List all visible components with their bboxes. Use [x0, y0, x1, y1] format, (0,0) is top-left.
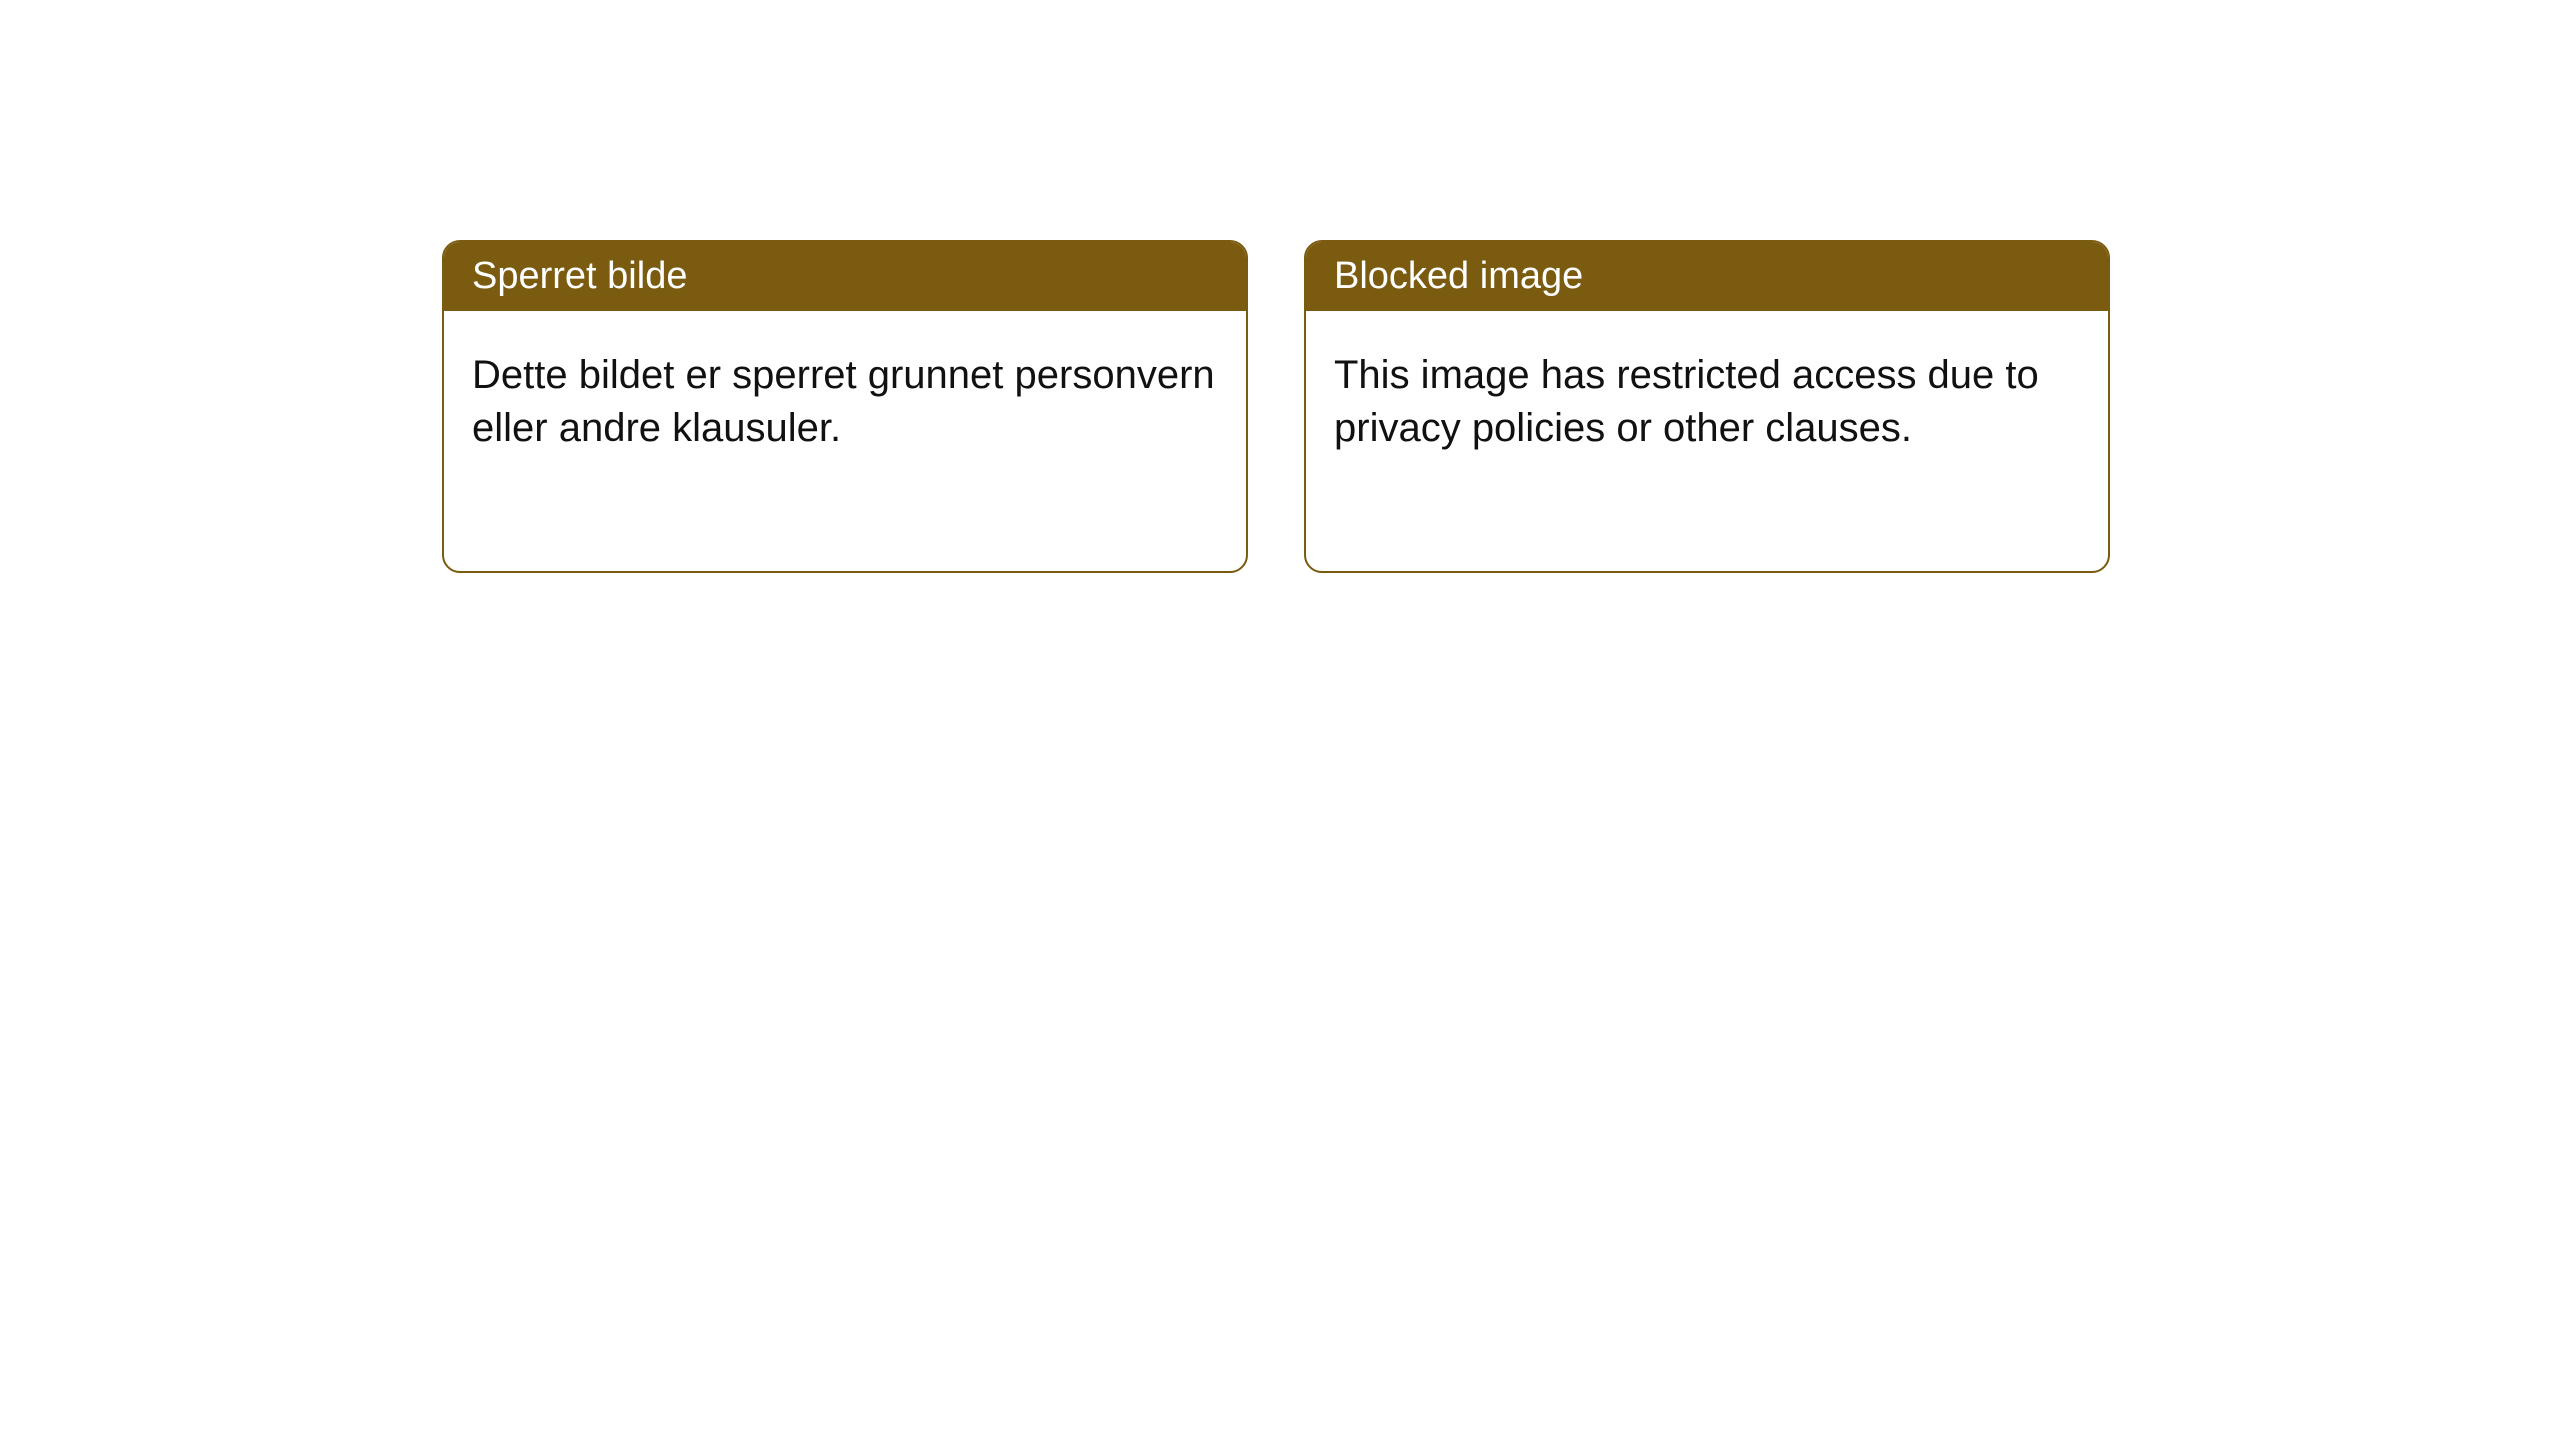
notice-card-title: Sperret bilde	[444, 242, 1246, 311]
notice-card-body: This image has restricted access due to …	[1306, 311, 2108, 571]
notice-card-body: Dette bildet er sperret grunnet personve…	[444, 311, 1246, 571]
notice-card-title: Blocked image	[1306, 242, 2108, 311]
notice-card-english: Blocked image This image has restricted …	[1304, 240, 2110, 573]
notice-container: Sperret bilde Dette bildet er sperret gr…	[442, 240, 2110, 573]
notice-card-norwegian: Sperret bilde Dette bildet er sperret gr…	[442, 240, 1248, 573]
